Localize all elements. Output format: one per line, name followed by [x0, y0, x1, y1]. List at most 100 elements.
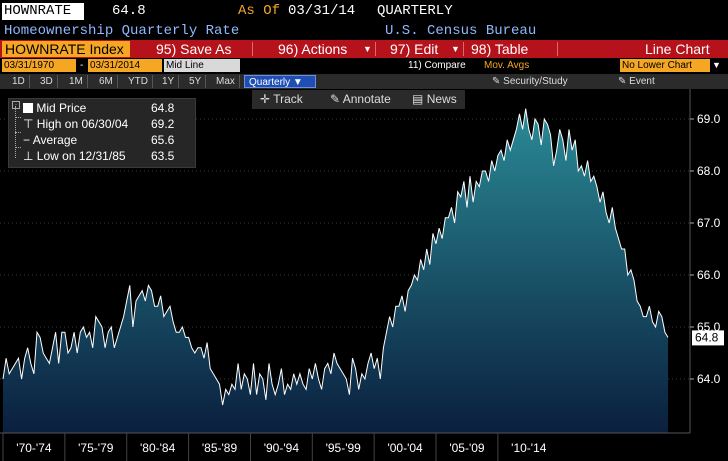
- period-5y-button[interactable]: 5Y: [185, 75, 207, 88]
- lower-chart-dropdown-icon[interactable]: ▼: [712, 60, 721, 70]
- x-tick-label: '95-'99: [326, 441, 362, 455]
- period-1m-button[interactable]: 1M: [65, 75, 88, 88]
- frequency-label: QUARTERLY: [377, 3, 453, 19]
- y-tick-label: 69.0: [697, 112, 721, 126]
- ticker-field[interactable]: HOWNRATE: [2, 3, 84, 20]
- as-of-label: As Of: [238, 3, 281, 19]
- legend-mid-label: Mid Price: [36, 101, 87, 115]
- frequency-select[interactable]: Quarterly ▼: [244, 75, 316, 88]
- ticker-bar: HOWNRATE 64.8 As Of 03/31/14 QUARTERLY: [0, 0, 728, 22]
- moving-averages-button[interactable]: Mov. Avgs: [484, 60, 530, 71]
- legend-high-value: 69.2: [151, 117, 175, 131]
- last-value-tag: 64.8: [692, 330, 724, 346]
- data-source: U.S. Census Bureau: [385, 23, 537, 39]
- table-number: 98): [471, 41, 492, 57]
- actions-label: Actions: [301, 41, 348, 57]
- y-tick-label: 67.0: [697, 216, 721, 230]
- save-as-button[interactable]: 95) Save As: [156, 40, 232, 58]
- track-button[interactable]: ✛ Track: [260, 92, 303, 107]
- table-label: Table: [494, 41, 529, 57]
- news-button[interactable]: ▤ News: [412, 92, 457, 107]
- crosshair-icon: ✛: [260, 92, 271, 106]
- legend-tree-branch: [15, 117, 21, 118]
- toolbar-divider: [252, 42, 253, 56]
- x-tick-label: '75-'79: [78, 441, 114, 455]
- period-max-button[interactable]: Max: [212, 75, 240, 88]
- legend-tree-branch: [15, 132, 21, 133]
- function-toolbar: HOWNRATE Index 95) Save As 96) Actions ▼…: [0, 40, 728, 58]
- last-value-label: 64.8: [695, 330, 719, 344]
- event-button[interactable]: ✎ Event: [618, 75, 655, 88]
- x-tick-label: '70-'74: [16, 441, 52, 455]
- legend-average-label: Average: [32, 133, 78, 147]
- date-range-bar: 03/31/1970 - 03/31/2014 Mid Line 11) Com…: [0, 58, 728, 73]
- security-study-button[interactable]: ✎ Security/Study: [492, 75, 568, 88]
- series-swatch: [23, 103, 33, 113]
- security-study-label: Security/Study: [503, 76, 568, 87]
- compare-number: 11): [408, 60, 422, 71]
- annotate-label: Annotate: [342, 92, 391, 106]
- high-marker-icon: ⊤: [23, 117, 34, 131]
- edit-button[interactable]: 97) Edit: [390, 40, 438, 58]
- edit-number: 97): [390, 41, 411, 57]
- x-tick-label: '10-'14: [511, 441, 547, 455]
- collapse-icon[interactable]: -: [12, 101, 20, 109]
- table-button[interactable]: 98) Table: [471, 40, 528, 58]
- description-bar: Homeownership Quarterly Rate U.S. Census…: [0, 22, 728, 40]
- period-6m-button[interactable]: 6M: [95, 75, 118, 88]
- toolbar-divider: [557, 42, 558, 56]
- news-label: News: [426, 92, 457, 106]
- legend-mid-price: Mid Price: [23, 101, 86, 115]
- chart-legend[interactable]: - Mid Price 64.8 ⊤ High on 06/30/04 69.2…: [8, 98, 196, 168]
- news-icon: ▤: [412, 92, 424, 106]
- security-field[interactable]: HOWNRATE Index: [2, 41, 130, 57]
- period-1d-button[interactable]: 1D: [8, 75, 30, 88]
- legend-low-label: Low on 12/31/85: [36, 149, 126, 163]
- as-of-date: 03/31/14: [288, 3, 356, 19]
- series-line: [2, 108, 669, 406]
- actions-number: 96): [278, 41, 299, 57]
- toolbar-divider: [463, 42, 464, 56]
- lower-chart-select[interactable]: No Lower Chart: [620, 59, 710, 72]
- period-ytd-button[interactable]: YTD: [124, 75, 153, 88]
- pencil-icon: ✎: [492, 76, 501, 87]
- save-as-label: Save As: [180, 41, 232, 57]
- period-3d-button[interactable]: 3D: [36, 75, 58, 88]
- actions-dropdown-icon[interactable]: ▼: [363, 44, 372, 54]
- legend-mid-value: 64.8: [151, 101, 175, 115]
- legend-low-value: 63.5: [151, 149, 175, 163]
- toolbar-divider: [375, 42, 376, 56]
- chart-tool-overlay: ✛ Track ✎ Annotate ▤ News: [252, 90, 465, 109]
- chevron-down-icon: ▼: [292, 77, 303, 88]
- end-date-field[interactable]: 03/31/2014: [88, 59, 162, 72]
- period-1y-button[interactable]: 1Y: [158, 75, 180, 88]
- legend-average: − Average: [23, 133, 77, 147]
- last-price: 64.8: [112, 3, 146, 19]
- x-tick-label: '80-'84: [140, 441, 176, 455]
- compare-button[interactable]: 11) Compare: [408, 59, 466, 72]
- save-as-number: 95): [156, 41, 177, 57]
- event-label: Event: [629, 76, 655, 87]
- event-icon: ✎: [618, 76, 627, 87]
- average-marker-icon: −: [23, 133, 31, 147]
- x-tick-label: '05-'09: [449, 441, 485, 455]
- actions-button[interactable]: 96) Actions: [278, 40, 347, 58]
- security-description: Homeownership Quarterly Rate: [4, 23, 240, 39]
- legend-high-label: High on 06/30/04: [36, 117, 129, 131]
- pencil-icon: ✎: [330, 92, 341, 106]
- low-marker-icon: ⊥: [23, 149, 34, 163]
- x-tick-label: '00-'04: [387, 441, 423, 455]
- legend-low: ⊥ Low on 12/31/85: [23, 149, 126, 163]
- frequency-select-label: Quarterly: [249, 77, 291, 88]
- legend-high: ⊤ High on 06/30/04: [23, 117, 128, 131]
- chart-area-fill: [3, 108, 668, 433]
- date-range-separator: -: [80, 60, 84, 71]
- period-bar: 1D 3D 1M 6M YTD 1Y 5Y Max Quarterly ▼ ✎ …: [0, 74, 728, 89]
- start-date-field[interactable]: 03/31/1970: [2, 59, 76, 72]
- mid-line-select[interactable]: Mid Line: [164, 59, 240, 72]
- annotate-button[interactable]: ✎ Annotate: [330, 92, 391, 107]
- edit-dropdown-icon[interactable]: ▼: [451, 44, 460, 54]
- y-tick-label: 66.0: [697, 268, 721, 282]
- line-chart[interactable]: 64.065.066.067.068.069.0 '70-'74'75-'79 '…: [0, 89, 728, 461]
- chart-type-button[interactable]: Line Chart: [645, 41, 710, 57]
